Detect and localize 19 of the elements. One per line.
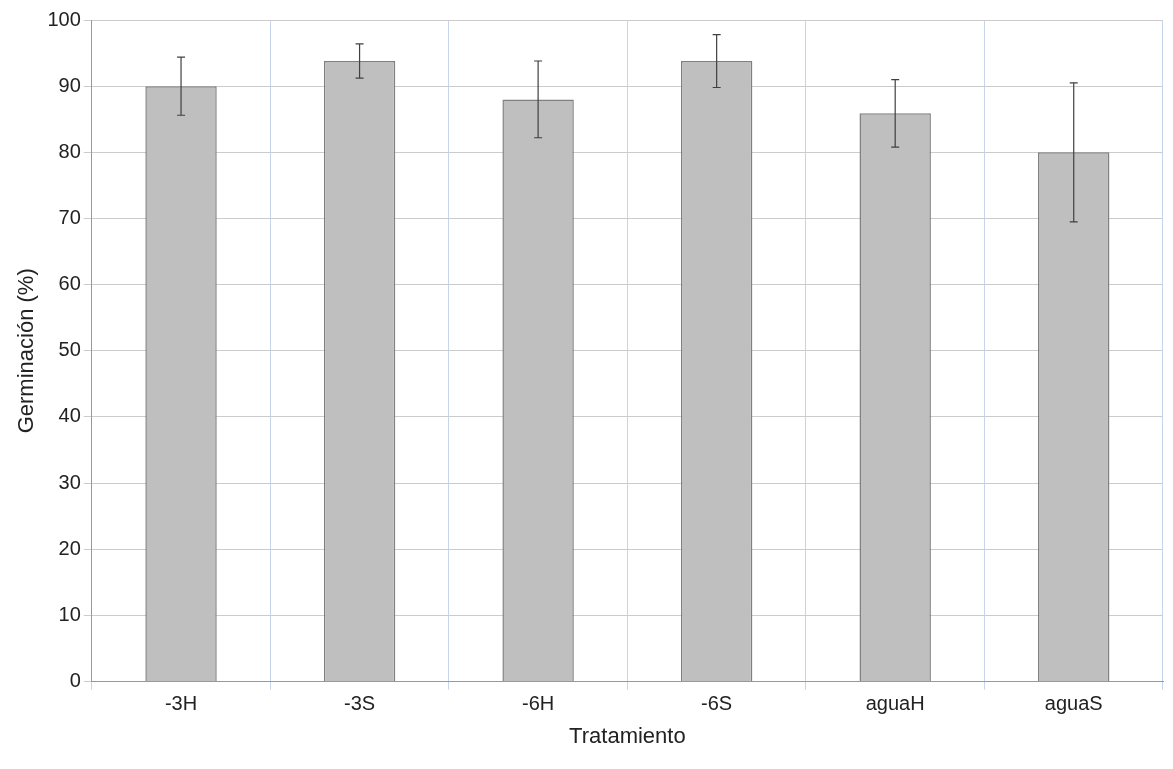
y-tick-label: 50 [58, 338, 81, 361]
x-tick-label: aguaH [865, 692, 925, 715]
y-tick-label: 0 [69, 669, 81, 692]
y-tick-label: 100 [47, 7, 81, 30]
y-tick-label: 30 [58, 470, 81, 493]
x-tick-label: aguaS [1044, 692, 1103, 715]
x-tick-label: -3H [164, 692, 198, 715]
y-tick-label: 10 [58, 602, 81, 625]
x-tick-label: -6H [522, 692, 555, 715]
y-tick-label: 60 [58, 272, 81, 295]
x-tick-label: -3S [344, 692, 376, 715]
y-tick-label: 90 [58, 73, 81, 96]
x-tick-label: -6S [701, 692, 733, 715]
y-tick-label: 80 [58, 139, 81, 162]
y-tick-label: 20 [58, 536, 81, 559]
y-tick-label: 70 [58, 206, 81, 228]
y-axis-title: Germinación (%) [13, 268, 39, 434]
x-axis-title: Tratamiento [569, 722, 686, 748]
y-tick-label: 40 [58, 404, 81, 427]
